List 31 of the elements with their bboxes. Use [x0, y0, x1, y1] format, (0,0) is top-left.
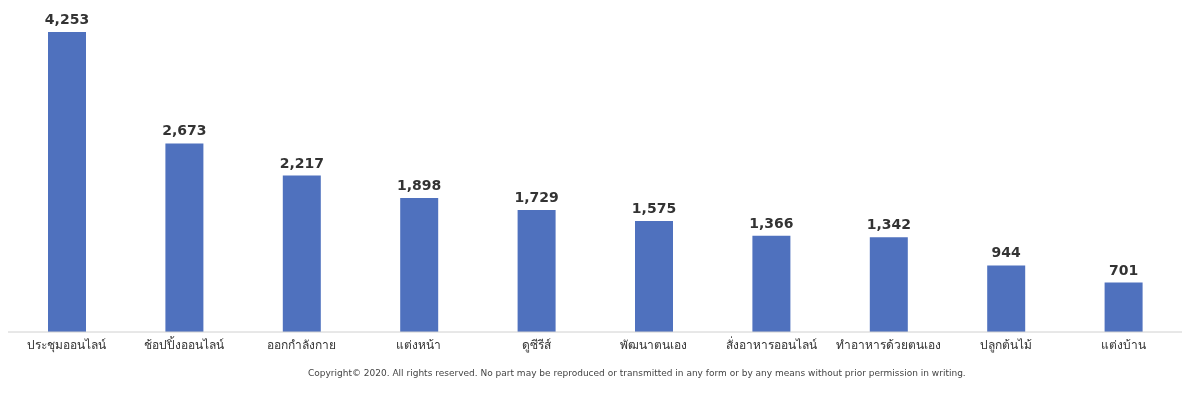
x-tick-label: ช้อปปิ้งออนไลน์	[144, 335, 225, 352]
x-tick-label: สั่งอาหารออนไลน์	[725, 335, 817, 352]
x-tick-label: ประชุมออนไลน์	[27, 337, 107, 353]
data-label: 2,673	[162, 122, 207, 139]
bar	[987, 265, 1026, 332]
bar	[282, 175, 321, 332]
bar	[635, 220, 673, 332]
bar	[869, 237, 908, 332]
data-label: 4,253	[44, 11, 90, 27]
data-label: 944	[991, 244, 1022, 261]
x-tick-label: ออกกำลังกาย	[267, 337, 336, 352]
bar	[752, 235, 791, 332]
data-label: 1,342	[866, 216, 911, 233]
data-label: 1,366	[749, 214, 794, 231]
x-tick-label: แต่งบ้าน	[1100, 337, 1146, 352]
bar	[400, 198, 439, 332]
x-tick-label: ทำอาหารด้วยตนเอง	[836, 337, 941, 352]
data-label: 1,898	[397, 177, 442, 194]
x-tick-label: แต่งหน้า	[396, 337, 442, 352]
x-tick-label: พัฒนาตนเอง	[620, 337, 688, 352]
bar	[48, 32, 86, 332]
x-tick-label: ดูซีรีส์	[521, 337, 552, 353]
data-label: 1,729	[514, 189, 559, 206]
bar	[1104, 282, 1143, 332]
data-label: 701	[1108, 261, 1139, 278]
text: Copyright© 2020. All rights reserved. No part may be reproduced or transmitted in any form or by any means without prior permission in writing.	[308, 368, 966, 378]
x-tick-label: ปลูกต้นไม้	[979, 337, 1032, 353]
data-label: 1,575	[631, 199, 677, 216]
data-label: 2,217	[279, 154, 324, 171]
bar	[517, 210, 556, 332]
bar	[165, 143, 204, 332]
